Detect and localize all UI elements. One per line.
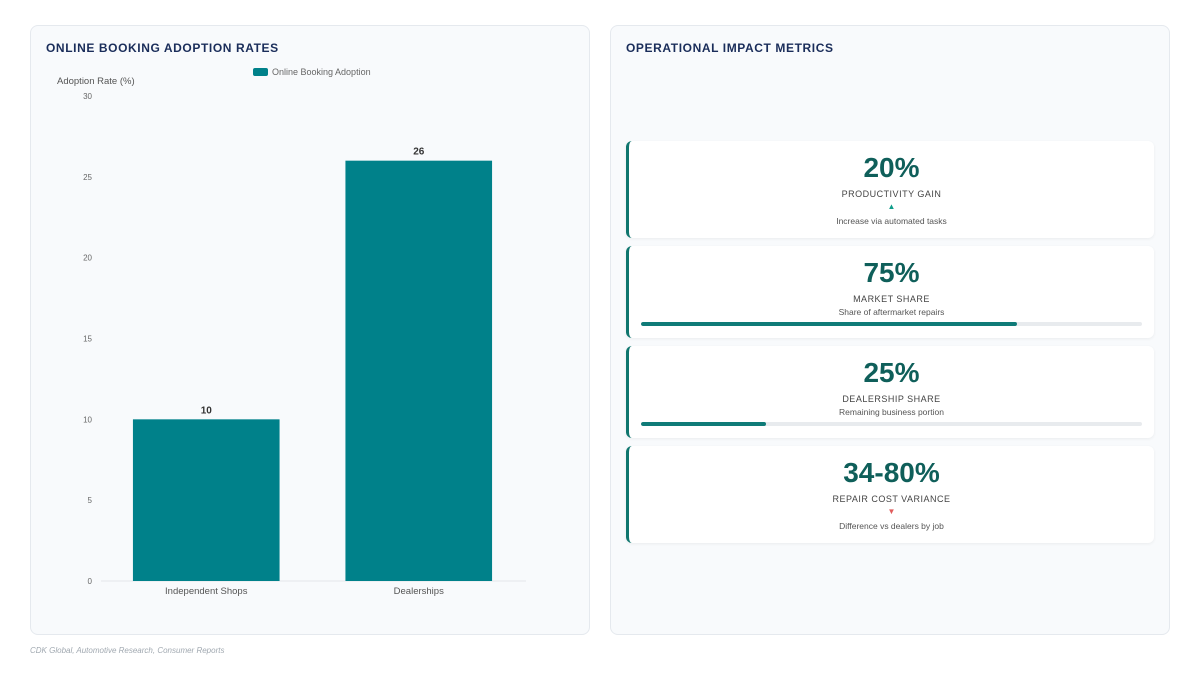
x-tick-label: Dealerships: [394, 586, 444, 597]
metric-value: 25%: [863, 357, 920, 388]
y-tick-label: 30: [83, 92, 92, 101]
metric-card-productivity: 20% PRODUCTIVITY GAIN ▲ Increase via aut…: [626, 141, 1154, 238]
market-share-progress-track: [641, 322, 1142, 326]
trend-down-icon: ▼: [887, 507, 896, 516]
bar-data-label: 10: [201, 405, 213, 416]
metric-description: Increase via automated tasks: [836, 216, 947, 226]
metrics-panel-title: OPERATIONAL IMPACT METRICS: [626, 41, 834, 55]
adoption-bar-chart: Online Booking Adoption Adoption Rate (%)…: [57, 67, 526, 597]
y-tick-label: 5: [88, 496, 93, 505]
y-tick-label: 10: [83, 415, 92, 424]
bar-data-label: 26: [413, 147, 425, 158]
metric-description: Difference vs dealers by job: [839, 521, 944, 531]
metric-card-dealership-share: 25% DEALERSHIP SHARE Remaining business …: [626, 346, 1154, 438]
legend-label: Online Booking Adoption: [272, 67, 371, 77]
legend-swatch: [253, 68, 268, 76]
metric-card-market-share: 75% MARKET SHARE Share of aftermarket re…: [626, 246, 1154, 338]
chart-panel-title: ONLINE BOOKING ADOPTION RATES: [46, 41, 279, 55]
x-tick-label: Independent Shops: [165, 586, 248, 597]
metric-value: 20%: [863, 152, 920, 183]
metric-label: MARKET SHARE: [853, 294, 930, 304]
bar: [345, 160, 493, 581]
metrics-panel: OPERATIONAL IMPACT METRICS 20% PRODUCTIV…: [610, 25, 1170, 635]
trend-up-icon: ▲: [887, 202, 896, 211]
y-axis-title: Adoption Rate (%): [57, 76, 135, 87]
y-tick-label: 25: [83, 173, 92, 182]
metric-description: Share of aftermarket repairs: [838, 307, 945, 317]
y-tick-label: 15: [83, 335, 92, 344]
dealership-share-progress-track: [641, 422, 1142, 426]
metric-label: PRODUCTIVITY GAIN: [841, 189, 942, 199]
adoption-chart-panel: ONLINE BOOKING ADOPTION RATES Online Boo…: [30, 25, 590, 635]
y-tick-label: 20: [83, 254, 92, 263]
metric-card-repair-cost: 34-80% REPAIR COST VARIANCE ▼ Difference…: [626, 446, 1154, 543]
market-share-progress-fill: [641, 322, 1017, 326]
metric-value: 34-80%: [843, 457, 940, 488]
metric-description: Remaining business portion: [839, 407, 944, 417]
metric-label: REPAIR COST VARIANCE: [832, 494, 951, 504]
bar: [132, 419, 280, 581]
metric-value: 75%: [863, 257, 920, 288]
dealership-share-progress-fill: [641, 422, 767, 426]
metric-label: DEALERSHIP SHARE: [842, 394, 941, 404]
source-note: CDK Global, Automotive Research, Consume…: [30, 646, 225, 655]
y-tick-label: 0: [88, 577, 93, 586]
